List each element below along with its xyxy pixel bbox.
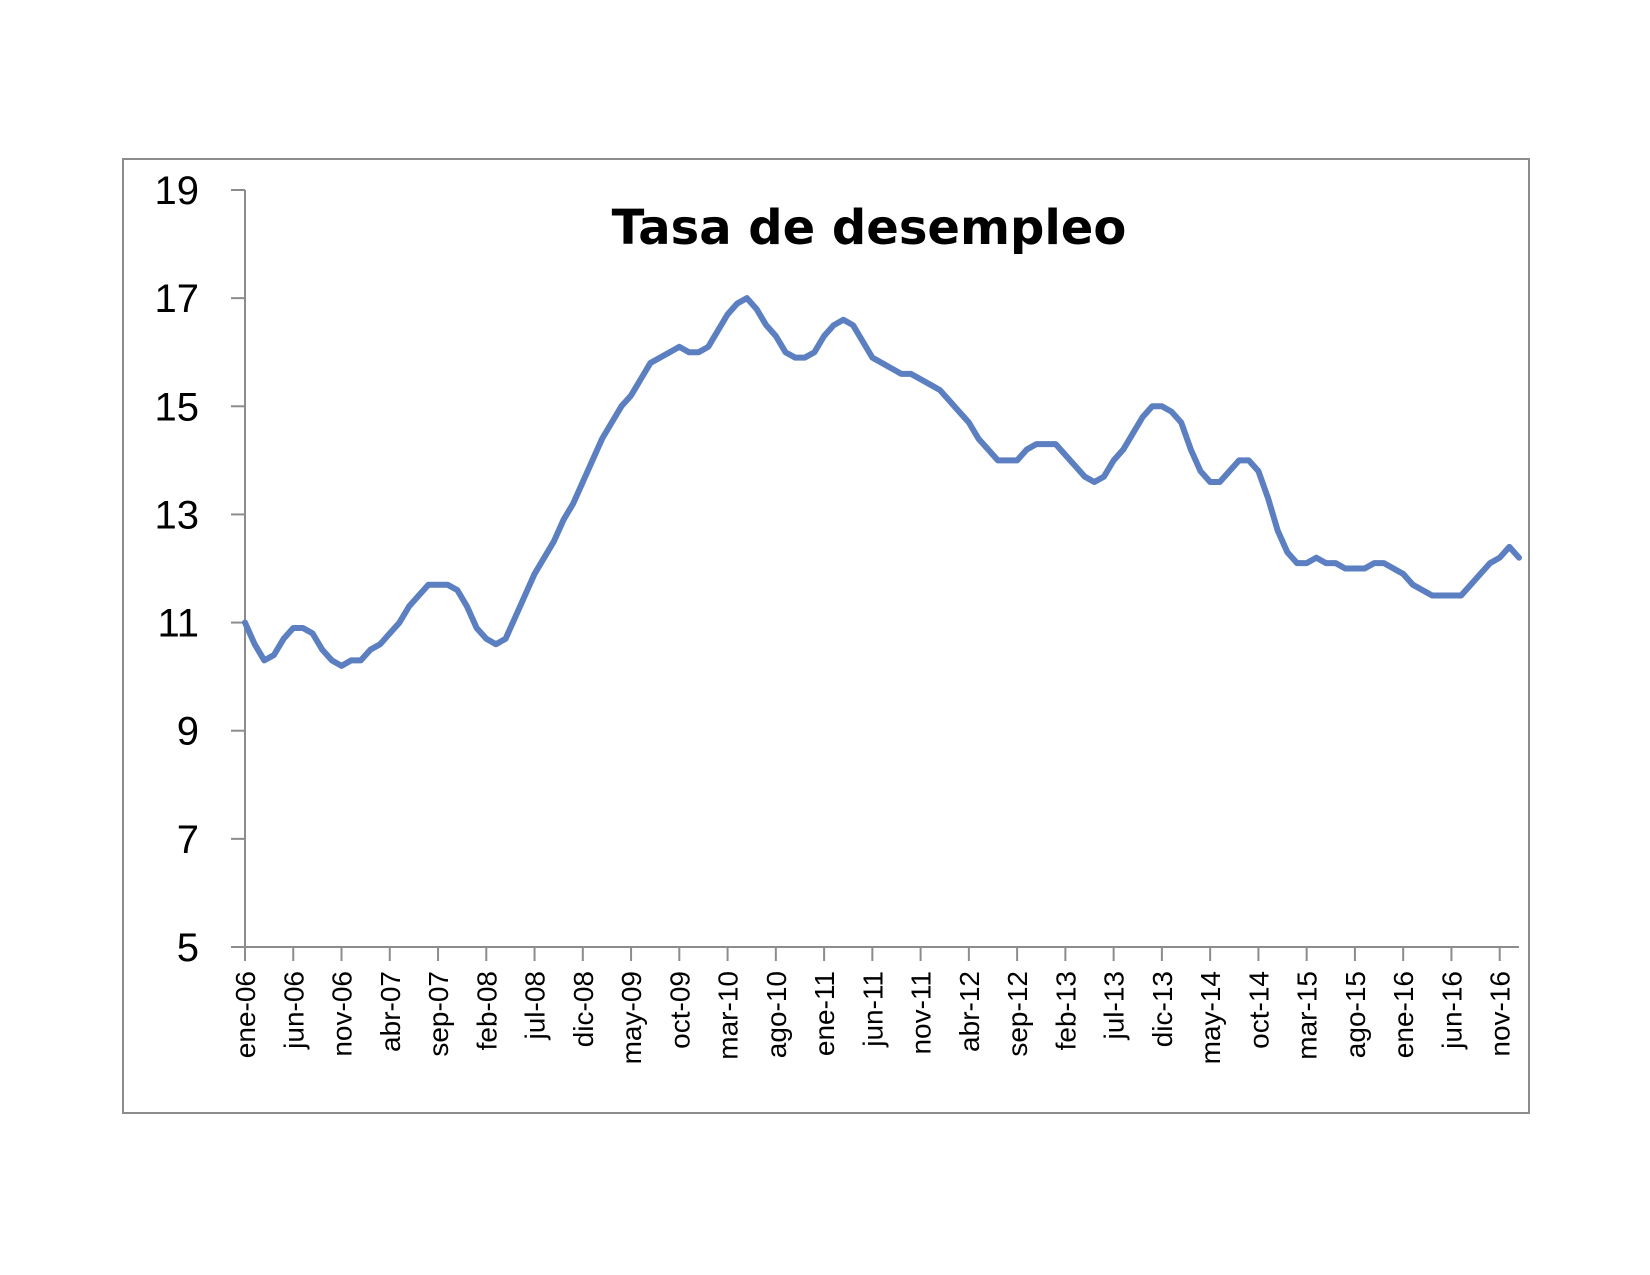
x-tick-label: mar-15 <box>1292 971 1323 1060</box>
x-tick-label: ene-06 <box>230 971 261 1058</box>
y-tick-label: 7 <box>177 818 199 862</box>
y-tick-label: 11 <box>157 602 199 646</box>
chart-title: Tasa de desempleo <box>612 200 1127 256</box>
x-tick-label: abr-07 <box>375 971 406 1052</box>
x-tick-label: jun-06 <box>278 971 309 1050</box>
series-line <box>242 295 1522 669</box>
y-tick-label: 19 <box>155 169 200 213</box>
x-tick-label: nov-11 <box>906 971 937 1055</box>
x-tick-label: oct-09 <box>664 971 695 1049</box>
x-tick-label: feb-13 <box>1050 971 1081 1050</box>
x-tick-label: may-09 <box>616 971 647 1064</box>
x-tick-label: ago-10 <box>761 971 792 1058</box>
x-tick-label: ago-15 <box>1340 971 1371 1058</box>
x-tick-label: dic-08 <box>568 971 599 1047</box>
x-tick-label: dic-13 <box>1147 971 1178 1047</box>
x-tick-label: oct-14 <box>1243 971 1274 1049</box>
y-axis-ticks: 5 7 9 11 13 15 17 19 <box>155 169 245 970</box>
x-tick-label: may-14 <box>1195 971 1226 1064</box>
y-tick-label: 5 <box>177 926 199 970</box>
x-tick-label: feb-08 <box>471 971 502 1050</box>
x-tick-label: mar-10 <box>713 971 744 1060</box>
x-tick-label: ene-11 <box>809 971 840 1056</box>
axes <box>244 190 1519 948</box>
x-tick-label: jul-13 <box>1099 971 1130 1040</box>
y-tick-label: 17 <box>155 277 200 321</box>
x-tick-label: jun-11 <box>857 971 888 1048</box>
x-axis-ticks: ene-06 jun-06 nov-06 abr-07 sep-07 feb-08 jul-… <box>230 947 1516 1064</box>
x-tick-label: abr-12 <box>954 971 985 1052</box>
x-tick-label: sep-12 <box>1002 971 1033 1057</box>
x-tick-label: ene-16 <box>1388 971 1419 1058</box>
x-tick-label: nov-06 <box>327 971 358 1057</box>
x-tick-label: jun-16 <box>1436 971 1467 1050</box>
y-tick-label: 15 <box>155 385 200 429</box>
x-tick-label: sep-07 <box>423 971 454 1057</box>
y-tick-label: 13 <box>155 493 200 537</box>
line-chart: Tasa de desempleo 5 7 9 11 13 15 17 19 ene-06 ju… <box>155 169 1522 1064</box>
y-tick-label: 9 <box>177 710 199 754</box>
chart-frame: Tasa de desempleo 5 7 9 11 13 15 17 19 ene-06 ju… <box>122 158 1530 1114</box>
x-tick-label: nov-16 <box>1485 971 1516 1057</box>
x-tick-label: jul-08 <box>520 971 551 1040</box>
